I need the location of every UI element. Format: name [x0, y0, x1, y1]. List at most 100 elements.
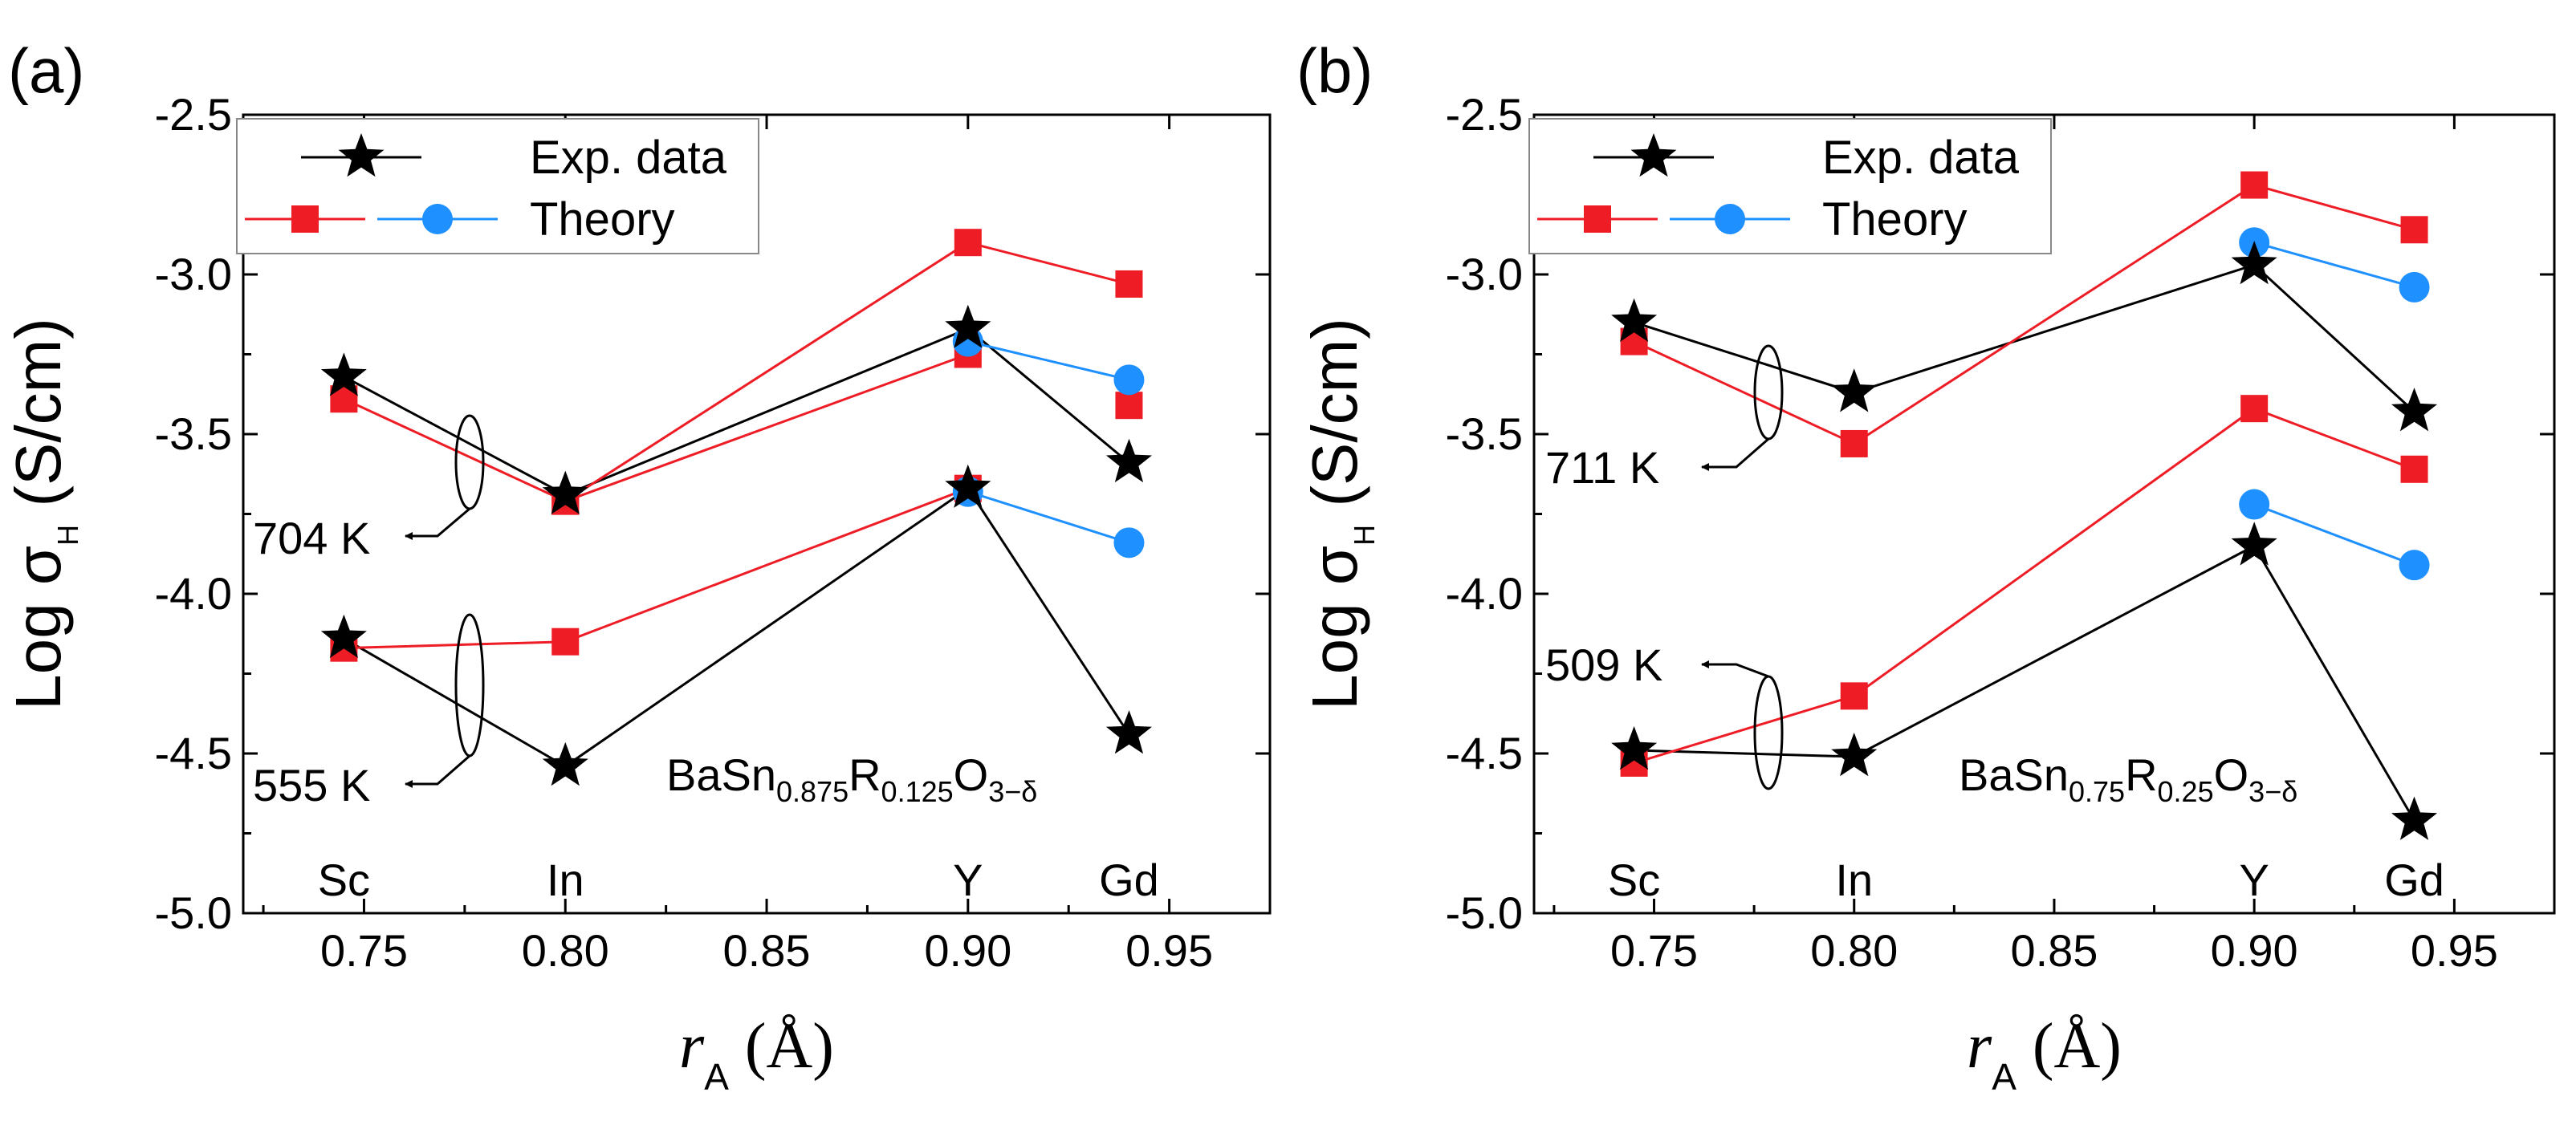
x-tick-label: 0.75 [1610, 925, 1698, 976]
x-tick-label: 0.80 [522, 925, 609, 976]
category-label: In [1835, 855, 1873, 905]
data-point-exp-4-2 [945, 464, 991, 508]
series-line-theory_blue-5 [2253, 503, 2415, 567]
x-tick-label: 0.90 [2211, 925, 2298, 976]
temperature-arrow [1701, 437, 1769, 471]
legend-theory-red-marker [1584, 205, 1611, 233]
series-markers [320, 229, 1152, 786]
data-point-theory_red-4-2 [2240, 395, 2269, 423]
legend-box [236, 118, 759, 254]
data-point-theory_red-4-1 [1840, 682, 1868, 710]
series-markers [1611, 171, 2438, 840]
category-label: Y [953, 855, 983, 905]
formula-base: BaSn [1959, 749, 2069, 800]
data-point-theory_red-1-1 [1840, 429, 1868, 457]
formula-sub-2: 0.125 [881, 775, 954, 808]
panel-label: (b) [1296, 35, 1373, 106]
category-label: Sc [318, 855, 370, 905]
data-point-theory_blue-5-2 [2239, 489, 2270, 520]
x-axis-title-unit: (Å) [2016, 1011, 2122, 1082]
legend-theory-blue-marker [1715, 204, 1745, 234]
data-point-theory_red-2-2 [954, 229, 982, 257]
temperature-bracket [1753, 344, 1784, 441]
y-tick-label: -5.0 [155, 887, 233, 938]
y-axis-title: Log σH (S/cm) [1299, 318, 1381, 710]
data-point-theory_red-2-3 [1115, 270, 1143, 298]
x-tick-label: 0.85 [723, 925, 811, 976]
y-axis-title-main: Log σ [1299, 546, 1370, 710]
temperature-arrow [405, 754, 470, 788]
data-point-exp-0-2 [945, 304, 991, 348]
formula-r: R [2125, 749, 2157, 800]
series-line-exp-0 [1634, 263, 2415, 413]
x-tick-label: 0.80 [1810, 925, 1898, 976]
data-point-exp-0-2 [2231, 241, 2277, 285]
y-axis-title-unit: (S/cm) [1299, 318, 1370, 525]
x-axis-title-main: r [1967, 1011, 1992, 1082]
temperature-bracket [1753, 675, 1784, 790]
data-point-exp-3-0 [1611, 726, 1658, 770]
formula-label: BaSn0.875R0.125O3−δ [666, 749, 1037, 808]
formula-r: R [848, 749, 881, 800]
y-tick-label: -2.5 [1446, 89, 1524, 140]
y-tick-label: -3.0 [1446, 249, 1524, 299]
series-line-theory_red-2 [564, 241, 1129, 502]
data-point-exp-0-1 [1831, 368, 1878, 412]
formula-base: BaSn [666, 749, 776, 800]
data-point-theory_blue-2-3 [2399, 271, 2430, 303]
category-label: Sc [1608, 855, 1660, 905]
y-tick-label: -2.5 [155, 89, 233, 140]
legend-theory-blue-marker [422, 204, 453, 234]
legend-exp-marker [1630, 133, 1677, 177]
legend-exp-marker [338, 133, 385, 177]
data-point-exp-0-1 [542, 470, 588, 514]
series-line-exp-3 [1634, 544, 2415, 822]
data-point-theory_blue-3-3 [1113, 364, 1145, 396]
formula-sub-2: 0.25 [2158, 775, 2214, 808]
y-tick-label: -4.0 [1446, 568, 1524, 619]
data-point-theory_blue-6-3 [1113, 527, 1145, 558]
data-point-exp-3-2 [2231, 522, 2277, 566]
formula-o: O [954, 749, 989, 800]
category-label: Gd [1099, 855, 1159, 905]
x-axis-title-main: r [679, 1011, 705, 1082]
category-label: In [547, 855, 584, 905]
data-point-exp-3-1 [1831, 733, 1878, 777]
y-axis-title: Log σH (S/cm) [2, 318, 84, 710]
temperature-label: 711 K [1545, 442, 1659, 493]
formula-sub-1: 0.75 [2069, 775, 2125, 808]
formula-sub-3: 3−δ [2248, 775, 2297, 808]
x-tick-label: 0.95 [1125, 925, 1213, 976]
legend-exp-label: Exp. data [1822, 132, 2020, 184]
y-tick-label: -3.0 [155, 249, 233, 299]
temperature-bracket [454, 613, 485, 757]
y-tick-label: -3.5 [155, 408, 233, 459]
data-point-theory_red-1-3 [2400, 216, 2428, 244]
x-axis-title-sub: A [1992, 1056, 2016, 1098]
data-point-exp-4-0 [320, 614, 367, 658]
x-tick-label: 0.90 [924, 925, 1011, 976]
series-lines [1633, 183, 2415, 822]
legend-theory-label: Theory [1822, 193, 1968, 246]
x-tick-label: 0.75 [320, 925, 408, 976]
x-axis-title-sub: A [704, 1056, 729, 1098]
series-line-theory_red-1 [1633, 183, 2415, 445]
series-line-theory_red-5 [344, 487, 969, 650]
data-point-exp-0-3 [2391, 388, 2438, 432]
formula-sub-1: 0.875 [776, 775, 848, 808]
panel-a: (a) -2.5 -3.0 -3.5 -4.0 -4.5 -5.0 0.75 0.80 0.85 0… [2, 35, 1272, 1098]
y-axis-title-sub: H [51, 525, 84, 546]
legend-theory-label: Theory [530, 193, 675, 246]
y-axis-title-main: Log σ [2, 546, 74, 710]
data-point-exp-4-3 [1105, 710, 1152, 754]
series-lines [343, 241, 1130, 768]
series-line-exp-4 [343, 486, 1130, 768]
data-point-theory_blue-5-3 [2399, 550, 2430, 581]
y-tick-label: -4.5 [155, 728, 233, 778]
temperature-label: 704 K [253, 513, 370, 563]
y-tick-label: -4.5 [1446, 728, 1524, 778]
y-tick-label: -3.5 [1446, 408, 1524, 459]
temperature-arrow [405, 507, 470, 540]
legend: Exp. data Theory [236, 118, 759, 254]
